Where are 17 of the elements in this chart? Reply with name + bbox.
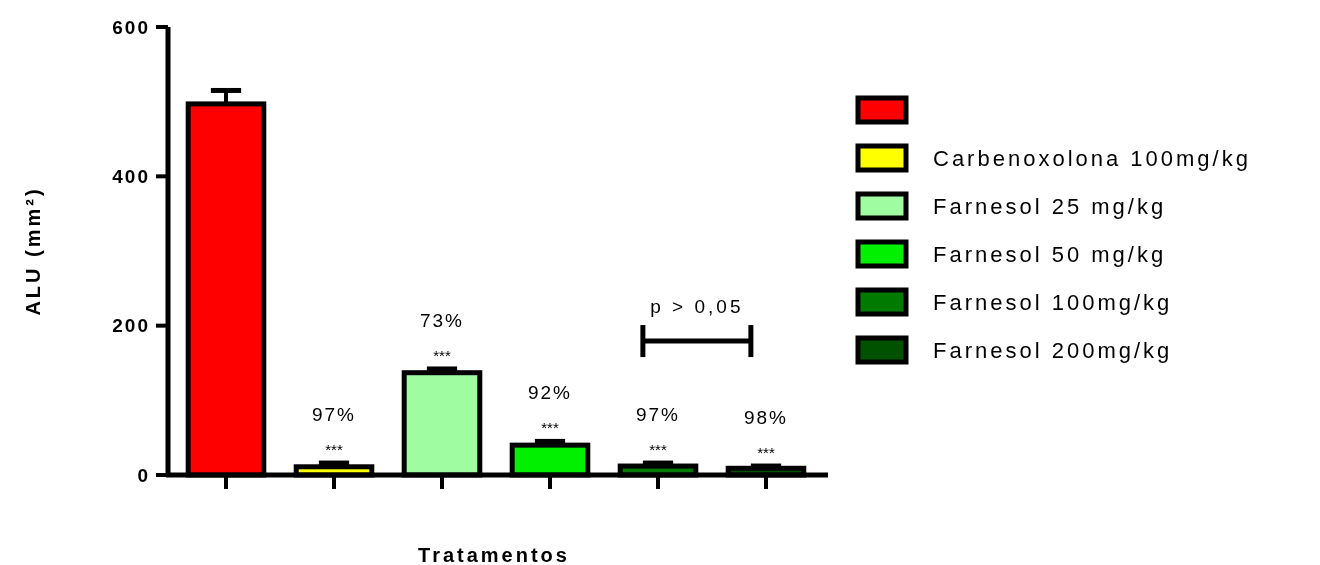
legend-label: Farnesol 200mg/kg: [933, 337, 1173, 363]
legend-label: Farnesol 50 mg/kg: [933, 241, 1167, 267]
y-tick-label: 600: [112, 16, 150, 38]
x-axis-title: Tratamentos: [418, 544, 570, 565]
y-tick-label: 200: [112, 315, 150, 337]
legend-label: Farnesol 100mg/kg: [933, 289, 1173, 315]
y-tick-label: 0: [137, 464, 150, 486]
annotation: 97% ***: [635, 404, 681, 459]
y-tick-label: 400: [112, 165, 150, 187]
annotation: 97% ***: [311, 404, 357, 459]
legend-label: Carbenoxolona 100mg/kg: [933, 145, 1251, 171]
annotation: 98% ***: [743, 407, 789, 462]
legend-label: Farnesol 25 mg/kg: [933, 193, 1167, 219]
annotation: 92% ***: [527, 382, 573, 437]
y-axis-title: ALU (mm²): [22, 186, 44, 316]
annotation: 73% ***: [419, 309, 465, 364]
annotation: p > 0,05: [650, 296, 744, 318]
